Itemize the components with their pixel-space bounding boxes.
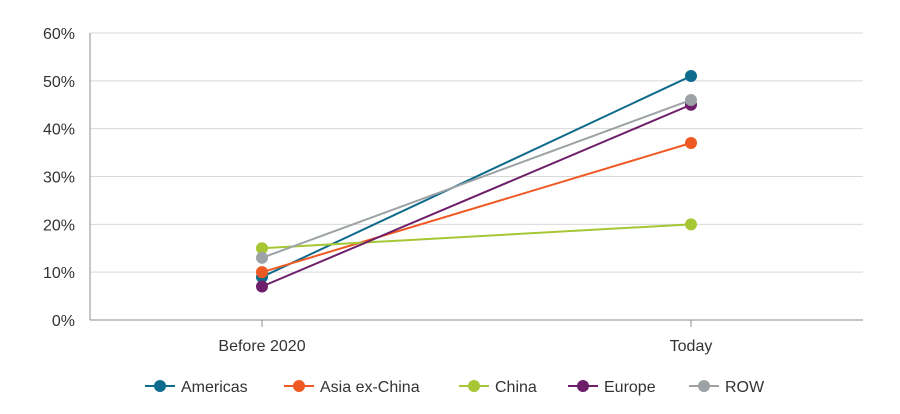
x-tick-label: Today	[670, 338, 713, 355]
data-point	[685, 93, 697, 106]
x-tick-label: Before 2020	[218, 338, 305, 355]
legend-swatch-marker	[698, 380, 710, 392]
x-axis-ticks: Before 2020 Today	[218, 320, 712, 355]
series-asia-ex-china	[256, 137, 697, 279]
legend-item: China	[459, 379, 537, 396]
y-tick-label: 0%	[52, 313, 75, 330]
series-group	[256, 70, 697, 293]
legend-swatch-marker	[293, 380, 305, 392]
legend-label: Asia ex-China	[320, 379, 420, 396]
series-row	[256, 93, 697, 264]
legend-label: ROW	[725, 379, 765, 396]
legend-label: China	[495, 379, 537, 396]
y-tick-label: 30%	[43, 170, 75, 187]
series-line	[261, 223, 692, 250]
legend: Americas Asia ex-China China Europe ROW	[145, 379, 765, 396]
legend-item: Americas	[145, 379, 248, 396]
legend-label: Europe	[604, 379, 656, 396]
data-point	[256, 280, 268, 293]
y-tick-label: 10%	[43, 265, 75, 282]
data-point	[256, 242, 268, 255]
series-line	[261, 142, 692, 274]
series-line	[261, 99, 692, 259]
legend-item: ROW	[689, 379, 765, 396]
y-tick-label: 50%	[43, 74, 75, 91]
axes	[89, 33, 863, 321]
series-line	[261, 103, 692, 288]
legend-swatch-marker	[468, 380, 480, 392]
y-tick-label: 20%	[43, 217, 75, 234]
y-tick-label: 60%	[43, 26, 75, 43]
legend-swatch-marker	[154, 380, 166, 392]
data-point	[685, 137, 697, 150]
y-tick-label: 40%	[43, 122, 75, 139]
legend-label: Americas	[181, 379, 248, 396]
series-europe	[256, 98, 697, 293]
data-point	[685, 70, 697, 83]
legend-item: Europe	[568, 379, 656, 396]
legend-swatch-marker	[577, 380, 589, 392]
data-point	[256, 266, 268, 279]
y-axis-ticks: 0% 10% 20% 30% 40% 50% 60%	[43, 26, 75, 330]
data-point	[685, 218, 697, 231]
legend-item: Asia ex-China	[284, 379, 420, 396]
data-point	[256, 251, 268, 264]
series-china	[256, 218, 697, 255]
